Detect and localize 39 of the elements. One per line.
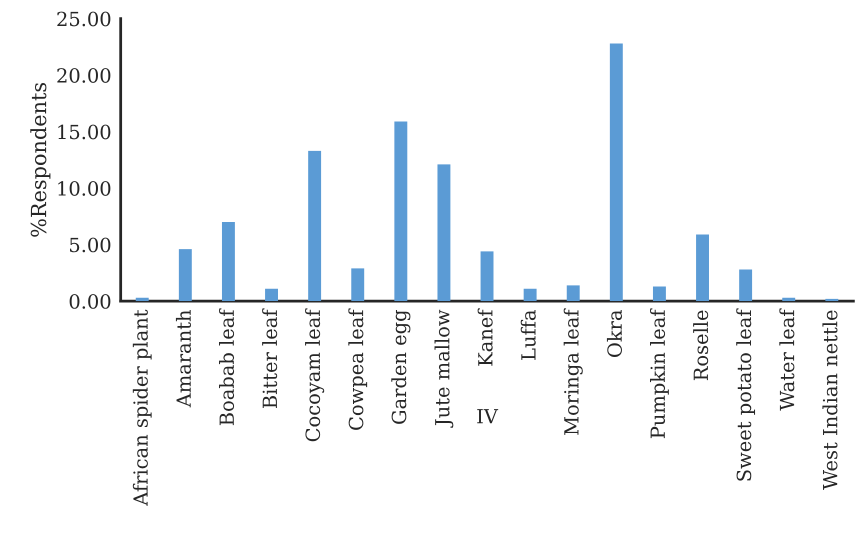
x-tick-label: Pumpkin leaf xyxy=(650,308,669,438)
x-tick-label: Roselle xyxy=(693,310,708,380)
x-tick-label: Amaranth xyxy=(176,310,191,408)
x-tick-label: Water leaf xyxy=(779,308,794,411)
bar xyxy=(308,150,322,302)
x-tick-label: Moringa leaf xyxy=(564,308,583,435)
bar xyxy=(178,249,192,302)
bar xyxy=(652,286,666,302)
x-tick-label: Cocoyam leaf xyxy=(305,308,324,442)
y-tick-label: 0.00 xyxy=(70,294,110,309)
bar xyxy=(394,121,408,302)
y-axis-title: %Respondents xyxy=(30,83,50,237)
bar xyxy=(739,270,752,302)
bar xyxy=(610,44,623,302)
bar xyxy=(566,285,580,302)
x-tick-label: Garden egg xyxy=(391,310,410,424)
x-tick-label: Kanef xyxy=(478,308,493,366)
y-tick-label: 10.00 xyxy=(58,181,110,196)
x-axis-title: IV xyxy=(477,409,498,424)
x-tick-label: Luffa xyxy=(520,310,536,360)
x-tick-label: Jute mallow xyxy=(434,310,454,428)
y-tick-label: 15.00 xyxy=(58,124,110,140)
x-tick-label: Cowpea leaf xyxy=(348,308,368,430)
x-tick-label: Boabab leaf xyxy=(219,308,234,426)
x-tick-label: Bitter leaf xyxy=(262,308,278,408)
y-tick-label: 25.00 xyxy=(57,12,110,26)
bar xyxy=(351,268,364,302)
bar xyxy=(437,164,450,302)
bar xyxy=(265,288,278,302)
x-tick-label: African spider plant xyxy=(132,310,152,506)
y-tick-label: 5.00 xyxy=(70,238,110,252)
x-tick-label: Sweet potato leaf xyxy=(736,308,756,481)
x-tick-label: Okra xyxy=(606,310,622,357)
bar xyxy=(524,288,537,302)
bar xyxy=(696,234,709,302)
x-tick-label: West Indian nettle xyxy=(822,310,838,490)
y-tick-label: 20.00 xyxy=(57,68,110,83)
bar xyxy=(222,222,235,302)
bar xyxy=(480,251,494,302)
